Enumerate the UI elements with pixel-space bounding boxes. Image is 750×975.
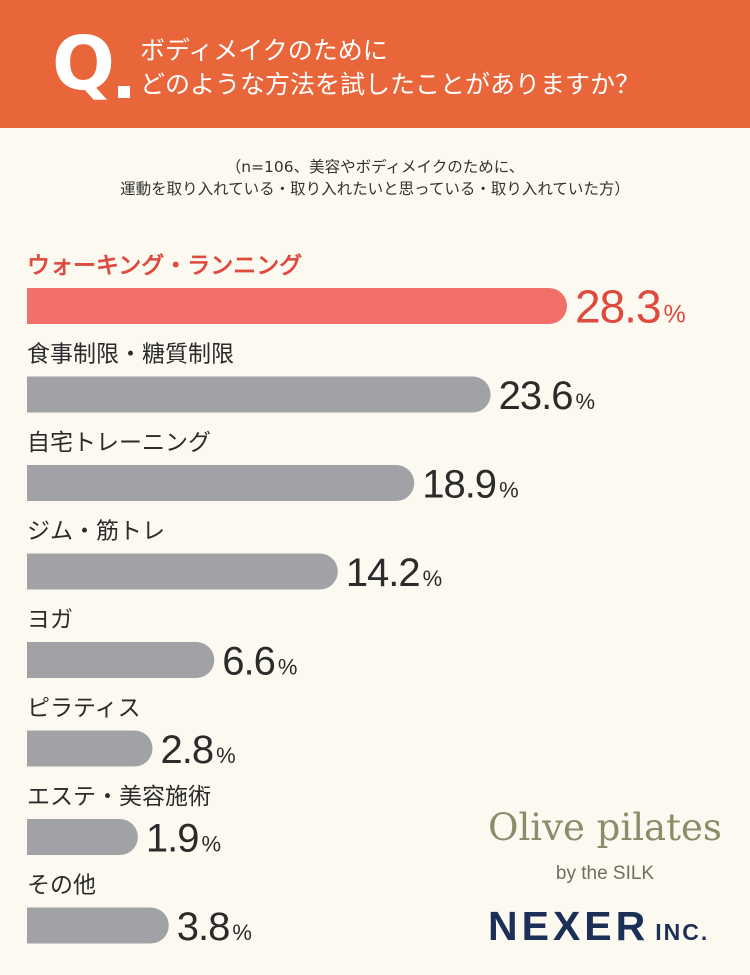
value-label: 1.9% bbox=[146, 816, 221, 860]
category-label: ジム・筋トレ bbox=[27, 519, 165, 545]
category-label: 食事制限・糖質制限 bbox=[27, 342, 234, 368]
value-label: 18.9% bbox=[422, 462, 518, 506]
nexer-logo: NEXER INC. bbox=[488, 900, 709, 958]
olive-pilates-logo: Olive pilates bbox=[488, 806, 722, 849]
note-line-1: （n=106、美容やボディメイクのために、 bbox=[225, 158, 525, 176]
question-line-1: ボディメイクのために bbox=[140, 36, 388, 65]
category-label: エステ・美容施術 bbox=[27, 784, 211, 810]
value-label: 3.8% bbox=[177, 905, 252, 949]
value-label: 2.8% bbox=[161, 728, 236, 772]
category-label: ヨガ bbox=[27, 607, 73, 633]
bar bbox=[27, 730, 153, 767]
value-label: 6.6% bbox=[222, 639, 297, 683]
category-label: その他 bbox=[27, 873, 96, 899]
nexer-inc: INC. bbox=[655, 919, 710, 945]
value-unit: % bbox=[423, 566, 442, 591]
question-text: ボディメイクのために どのような方法を試したことがありますか？ bbox=[140, 34, 640, 102]
value-label: 23.6% bbox=[499, 374, 595, 418]
value-label: 28.3% bbox=[575, 281, 686, 333]
question-header: Q ボディメイクのために どのような方法を試したことがありますか？ bbox=[0, 0, 750, 128]
category-label: ピラティス bbox=[27, 696, 141, 722]
value-label: 14.2% bbox=[346, 551, 442, 595]
category-label: ウォーキング・ランニング bbox=[27, 252, 302, 279]
category-label: 自宅トレーニング bbox=[27, 430, 211, 456]
value-unit: % bbox=[278, 654, 297, 679]
bar bbox=[27, 819, 138, 855]
bar bbox=[27, 642, 215, 678]
value-unit: % bbox=[232, 920, 251, 945]
q-dot bbox=[118, 86, 130, 98]
bar bbox=[27, 288, 567, 324]
bar bbox=[27, 465, 415, 501]
value-unit: % bbox=[216, 743, 235, 768]
olive-pilates-subtitle: by the SILK bbox=[555, 863, 655, 884]
value-unit: % bbox=[575, 389, 594, 414]
question-line-2: どのような方法を試したことがありますか？ bbox=[140, 70, 641, 99]
nexer-name: NEXER bbox=[488, 903, 650, 949]
value-unit: % bbox=[499, 477, 518, 502]
note-line-2: 運動を取り入れている・取り入れたいと思っている・取り入れていた方） bbox=[120, 180, 630, 198]
q-letter: Q bbox=[52, 21, 115, 107]
respondent-note: （n=106、美容やボディメイクのために、 運動を取り入れている・取り入れたいと… bbox=[0, 156, 750, 200]
value-unit: % bbox=[664, 301, 686, 329]
bar bbox=[27, 907, 169, 944]
bar bbox=[27, 553, 338, 590]
bar bbox=[27, 376, 491, 413]
value-unit: % bbox=[201, 831, 220, 856]
